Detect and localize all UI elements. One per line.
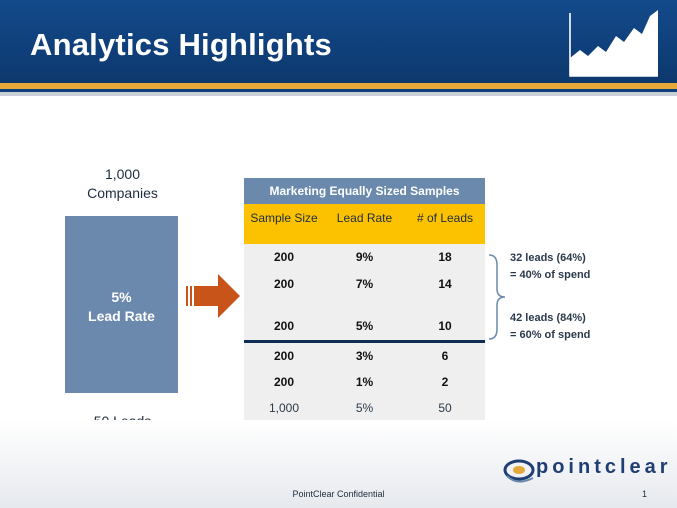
table-cell: 200 (273, 319, 295, 333)
column-header: # of Leads (416, 211, 474, 225)
table-title: Marketing Equally Sized Samples (244, 178, 485, 204)
table-cell: 200 (273, 349, 295, 363)
bottom-group-note: 42 leads (84%) = 60% of spend (510, 310, 590, 344)
table-cell: 200 (273, 250, 295, 264)
right-arrow-icon (186, 274, 240, 318)
note-text: = 60% of spend (510, 329, 591, 341)
lead-rate-caption: Lead Rate (88, 308, 155, 324)
trend-chart-icon (569, 10, 658, 77)
table-cell: 2 (441, 375, 449, 389)
top-group-note: 32 leads (64%) = 40% of spend (510, 250, 590, 284)
table-row: 200 1% 2 (244, 369, 485, 395)
table-total-row: 1,000 5% 50 (244, 395, 485, 421)
page-number: 1 (642, 489, 648, 499)
table-row: 200 9% 18 (244, 244, 485, 270)
column-header: Lead Rate (336, 211, 393, 225)
page-title: Analytics Highlights (30, 27, 332, 62)
blue-stripe (0, 89, 677, 92)
table-cell: 18 (438, 250, 452, 264)
column-header: Sample Size (250, 211, 318, 225)
confidential-text: PointClear Confidential (292, 489, 385, 499)
note-text: 42 leads (84%) (510, 312, 586, 324)
grey-stripe (0, 92, 677, 96)
table-cell: 50 (438, 401, 452, 415)
lead-rate-text: 5% Lead Rate (65, 288, 178, 326)
table-divider (244, 340, 485, 343)
table-cell: 9% (355, 250, 374, 264)
table-body: 200 9% 18 200 7% 14 200 5% 10 200 3% 6 2… (244, 244, 485, 421)
right-brace-icon (488, 254, 506, 340)
companies-label: 1,000 Companies (60, 165, 185, 203)
orange-stripe (0, 83, 677, 89)
note-text: = 40% of spend (510, 269, 591, 281)
table-cell: 200 (273, 375, 295, 389)
table-row: 200 5% 10 (244, 312, 485, 338)
table-cell: 7% (355, 277, 374, 291)
table-cell: 1% (355, 375, 374, 389)
table-row: 200 3% 6 (244, 343, 485, 369)
lead-rate-box: 5% Lead Rate (65, 216, 178, 393)
companies-text: Companies (87, 185, 158, 201)
table-cell: 14 (438, 277, 452, 291)
header-banner: Analytics Highlights (0, 0, 677, 83)
samples-table: Marketing Equally Sized Samples Sample S… (244, 178, 485, 421)
companies-count: 1,000 (104, 166, 141, 182)
pointclear-logo-icon (503, 459, 535, 483)
table-cell: 6 (441, 349, 449, 363)
table-cell: 10 (438, 319, 452, 333)
note-text: 32 leads (64%) (510, 252, 586, 264)
table-cell: 200 (273, 277, 295, 291)
table-cell: 3% (355, 349, 374, 363)
table-row: 200 7% 14 (244, 270, 485, 312)
table-cell: 5% (355, 319, 374, 333)
table-header-row: Sample Size Lead Rate # of Leads (244, 204, 485, 244)
lead-rate-value: 5% (111, 289, 132, 305)
table-cell: 5% (355, 401, 374, 415)
table-cell: 1,000 (268, 401, 300, 415)
logo-text: pointclear (536, 456, 672, 478)
footer-band (0, 420, 677, 508)
